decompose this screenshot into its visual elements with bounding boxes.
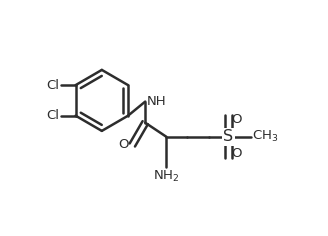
Text: O: O: [231, 147, 242, 160]
Text: S: S: [223, 129, 234, 144]
Text: NH$_2$: NH$_2$: [153, 169, 179, 184]
Text: NH: NH: [146, 95, 166, 108]
Text: Cl: Cl: [47, 109, 60, 122]
Text: Cl: Cl: [47, 79, 60, 92]
Text: CH$_3$: CH$_3$: [252, 129, 278, 144]
Text: O: O: [118, 139, 129, 152]
Text: O: O: [231, 113, 242, 126]
